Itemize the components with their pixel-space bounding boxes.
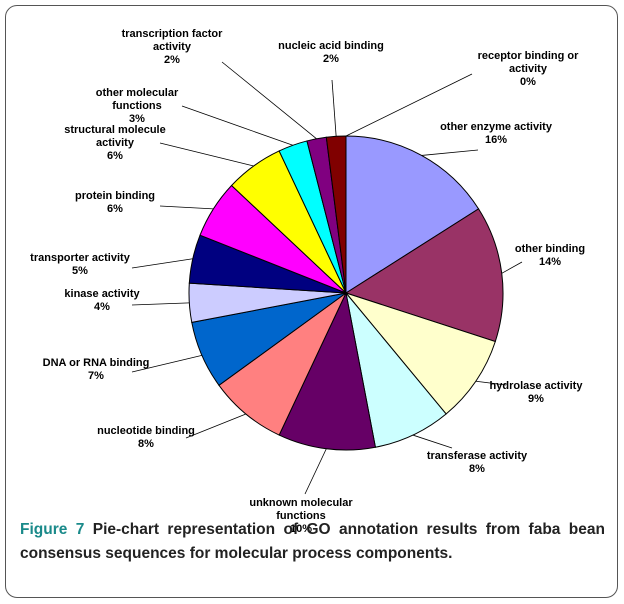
- pie-slice: [345, 135, 480, 294]
- slice-label: transcription factor activity 2%: [107, 28, 237, 67]
- value-label: 7%: [88, 370, 104, 382]
- leader-line: [159, 142, 254, 167]
- category-label: nucleic acid binding: [278, 40, 384, 52]
- pie-slice: [278, 291, 377, 451]
- caption: Figure 7 Pie-chart representation of GO …: [20, 518, 605, 566]
- leader-line: [185, 413, 247, 439]
- leader-line: [181, 105, 293, 146]
- slice-label: protein binding 6%: [65, 190, 165, 216]
- value-label: 4%: [94, 301, 110, 313]
- category-label: kinase activity: [64, 288, 140, 300]
- category-label: other molecular functions: [95, 87, 179, 112]
- category-label: unknown molecular functions: [249, 497, 353, 522]
- leader-line: [475, 380, 507, 386]
- category-label: DNA or RNA binding: [42, 357, 150, 369]
- value-label: 2%: [323, 53, 339, 65]
- leader-line: [345, 73, 473, 137]
- value-label: 0%: [520, 76, 536, 88]
- leader-line: [421, 149, 479, 156]
- leader-line: [131, 302, 190, 306]
- value-label: 6%: [107, 203, 123, 215]
- category-label: other binding: [514, 243, 586, 255]
- leader-line: [159, 205, 214, 210]
- value-label: 6%: [107, 150, 123, 162]
- slice-label: DNA or RNA binding 7%: [36, 357, 156, 383]
- value-label: 2%: [164, 54, 180, 66]
- slice-label: other enzyme activity 16%: [426, 121, 566, 147]
- leader-line: [131, 258, 193, 269]
- category-label: transporter activity: [30, 252, 130, 264]
- category-label: structural molecule activity: [64, 124, 166, 149]
- slice-label: kinase activity 4%: [52, 288, 152, 314]
- figure-frame: [5, 5, 618, 598]
- category-label: other enzyme activity: [440, 121, 552, 133]
- value-label: 3%: [129, 113, 145, 125]
- value-label: 16%: [484, 134, 508, 146]
- value-label: 14%: [538, 256, 562, 268]
- chart: [131, 61, 523, 495]
- leader-line: [131, 354, 203, 373]
- slice-label: receptor binding or activity 0%: [466, 50, 591, 89]
- category-label: nucleotide binding: [97, 425, 195, 437]
- slice-label: nucleic acid binding 2%: [261, 40, 401, 66]
- slice-label: other binding 14%: [505, 243, 595, 269]
- slice-label: hydrolase activity 9%: [476, 380, 596, 406]
- leader-line: [221, 61, 317, 140]
- slice-label: nucleotide binding 8%: [86, 425, 206, 451]
- value-label: 8%: [469, 463, 485, 475]
- slice-label: unknown molecular functions 10%: [241, 497, 361, 536]
- value-label: 9%: [528, 393, 544, 405]
- slice-label: structural molecule activity 6%: [53, 124, 178, 163]
- category-label: protein binding: [74, 190, 156, 202]
- category-label: transcription factor activity: [121, 28, 223, 53]
- slice-label: transporter activity 5%: [15, 252, 145, 278]
- pie-slice: [344, 291, 496, 415]
- slice-label: other molecular functions 3%: [87, 87, 187, 126]
- caption-text: Pie-chart representation of GO annotatio…: [20, 521, 605, 562]
- leader-line: [412, 434, 453, 449]
- pie-slice: [344, 208, 504, 343]
- value-label: 10%: [289, 523, 313, 535]
- category-label: receptor binding or activity: [477, 50, 579, 75]
- category-label: transferase activity: [426, 450, 528, 462]
- value-label: 5%: [72, 265, 88, 277]
- leader-line: [304, 448, 327, 495]
- leader-line: [331, 79, 337, 137]
- leader-line: [501, 261, 523, 274]
- caption-label: Figure 7: [20, 521, 85, 538]
- value-label: 8%: [138, 438, 154, 450]
- category-label: hydrolase activity: [489, 380, 583, 392]
- slice-label: transferase activity 8%: [417, 450, 537, 476]
